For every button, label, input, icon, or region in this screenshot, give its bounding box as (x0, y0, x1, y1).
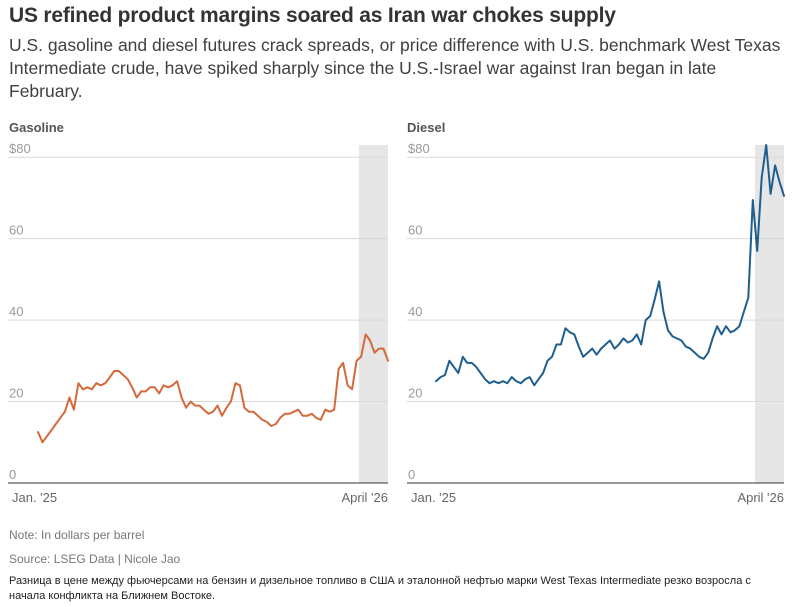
footer-source: Source: LSEG Data | Nicole Jao (9, 552, 181, 566)
gasoline-xtick-label-start: Jan. '25 (12, 490, 57, 505)
diesel-chart-title: Diesel (407, 120, 446, 135)
footer-note: Note: In dollars per barrel (9, 528, 145, 542)
gasoline-ytick-label-20: 20 (9, 386, 23, 401)
diesel-series-line (435, 144, 785, 387)
diesel-war-period-shade (755, 145, 784, 484)
gasoline-ytick-label-60: 60 (9, 223, 23, 238)
gasoline-ytick-label-80: $80 (9, 141, 31, 156)
diesel-ytick-label-80: $80 (408, 141, 430, 156)
gasoline-chart-title: Gasoline (9, 120, 64, 135)
gasoline-chart: 0 20 40 60 $80 Jan. '25 April '26 (8, 141, 389, 505)
diesel-ytick-label-40: 40 (408, 304, 422, 319)
diesel-ytick-label-20: 20 (408, 386, 422, 401)
diesel-xtick-label-end: April '26 (737, 490, 784, 505)
headline: US refined product margins soared as Ira… (9, 4, 616, 27)
dek-subtitle: U.S. gasoline and diesel futures crack s… (9, 35, 781, 101)
gasoline-ytick-label-0: 0 (9, 467, 16, 482)
footer-translation: Разница в цене между фьючерсами на бензи… (9, 575, 751, 602)
diesel-chart: 0 20 40 60 $80 Jan. '25 April '26 (407, 141, 785, 505)
gasoline-xtick-label-end: April '26 (341, 490, 388, 505)
gasoline-war-period-shade (358, 145, 388, 484)
diesel-xtick-label-start: Jan. '25 (411, 490, 456, 505)
gasoline-series-line (37, 333, 389, 444)
gasoline-ytick-label-40: 40 (9, 304, 23, 319)
diesel-ytick-label-60: 60 (408, 223, 422, 238)
diesel-ytick-label-0: 0 (408, 467, 415, 482)
